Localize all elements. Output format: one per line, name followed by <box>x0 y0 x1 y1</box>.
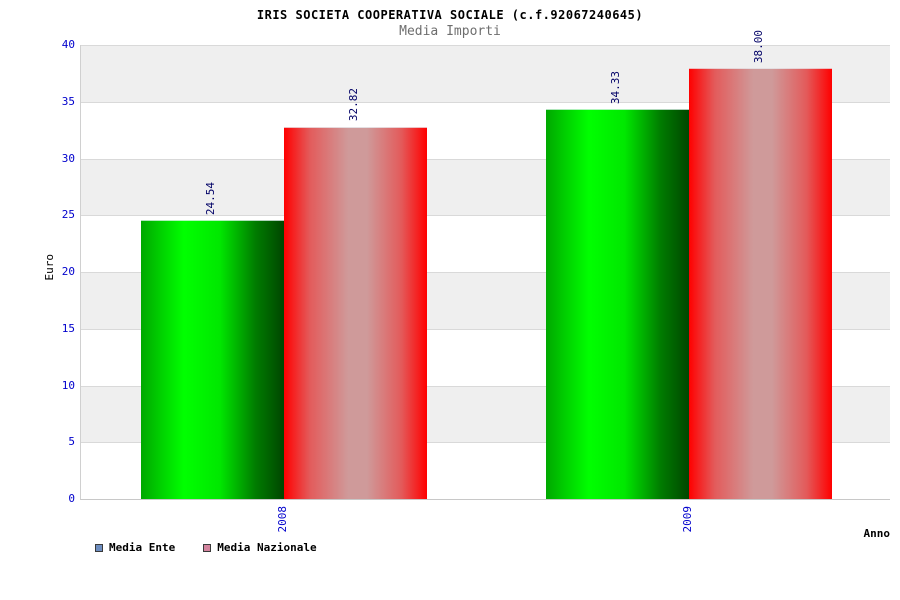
bar-media-ente <box>545 109 689 499</box>
gridline <box>81 328 890 330</box>
y-tick-label: 30 <box>61 151 75 165</box>
plot-area: Euro 0 5 10 15 20 25 30 35 40 24.54 32.82 2008 34.33… <box>43 30 890 533</box>
chart-title: IRIS SOCIETA COOPERATIVA SOCIALE (c.f.92… <box>256 8 644 22</box>
legend-swatch-media-nazionale <box>203 543 212 552</box>
legend-swatch-media-ente <box>95 543 103 552</box>
gridline <box>81 272 890 273</box>
legend: Media Ente Media Nazionale <box>95 541 317 554</box>
x-axis-title: Anno <box>863 527 891 540</box>
y-tick-label: 0 <box>68 492 75 505</box>
bar-media-nazionale <box>283 126 427 499</box>
gridline <box>81 215 890 217</box>
y-tick-label: 5 <box>68 435 75 449</box>
legend-label-media-ente: Media Ente <box>109 541 176 554</box>
y-tick-label: 20 <box>61 265 75 278</box>
y-tick-label: 10 <box>61 378 75 392</box>
bar-value-label: 32.82 <box>347 88 360 122</box>
y-tick-label: 15 <box>61 321 75 335</box>
bar-media-ente <box>140 220 284 499</box>
gridline <box>81 101 890 103</box>
y-tick-label: 40 <box>61 38 75 51</box>
legend-item-media-ente: Media Ente <box>95 541 175 554</box>
bar-value-label: 38.00 <box>752 29 765 63</box>
bar-value-label: 34.33 <box>609 71 622 105</box>
gridline <box>81 158 890 160</box>
gridline <box>81 385 890 387</box>
x-tick-label: 2009 <box>680 506 694 533</box>
chart-subtitle: Media Importi <box>399 24 501 39</box>
bar-media-nazionale <box>688 67 832 499</box>
legend-item-media-nazionale: Media Nazionale <box>203 541 317 554</box>
gridline <box>81 45 890 46</box>
gridline <box>81 442 890 444</box>
x-tick-label: 2008 <box>275 506 289 533</box>
y-tick-label: 35 <box>61 94 75 108</box>
y-tick-label: 25 <box>61 208 75 222</box>
bar-value-label: 24.54 <box>204 182 217 216</box>
legend-label-media-nazionale: Media Nazionale <box>217 541 317 554</box>
